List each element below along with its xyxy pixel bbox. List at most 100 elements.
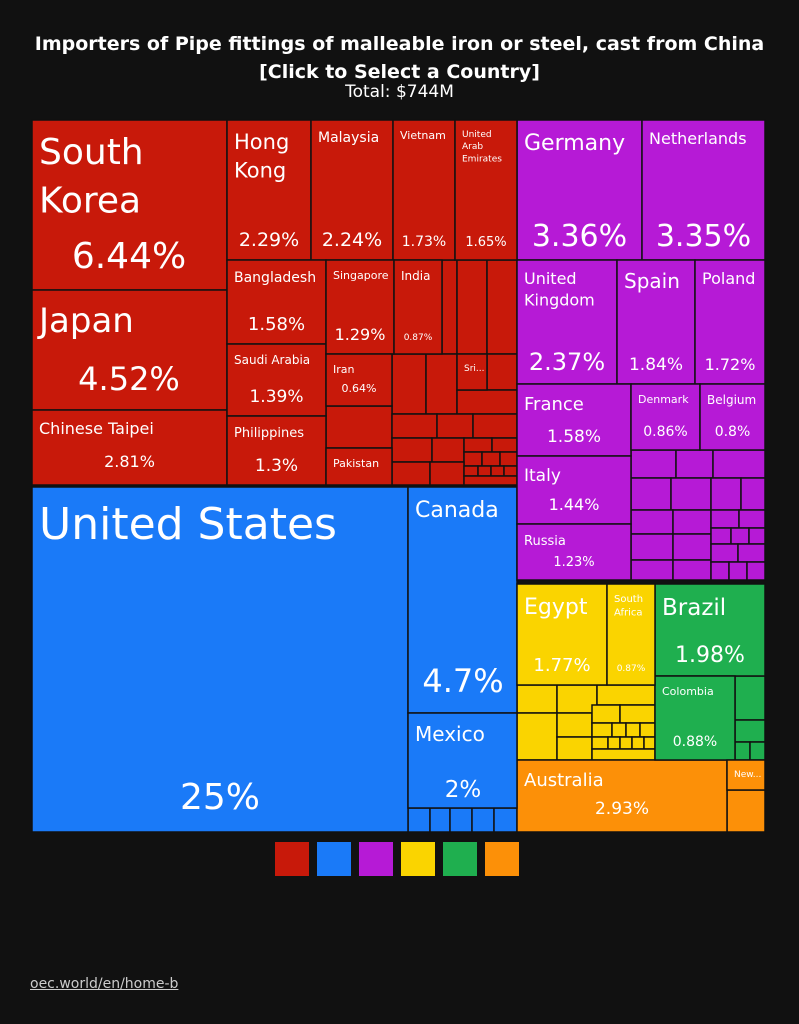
tile-netherlands[interactable]: Netherlands 3.35% — [641, 119, 766, 261]
tile-colombia[interactable]: Colombia 0.88% — [654, 675, 736, 761]
minor-country-tile[interactable] — [456, 389, 518, 415]
tile-pakistan[interactable]: Pakistan — [325, 447, 393, 486]
minor-country-tile[interactable] — [486, 353, 518, 391]
minor-country-tile[interactable] — [740, 477, 766, 511]
minor-country-tile[interactable] — [591, 704, 621, 724]
tile-malaysia[interactable]: Malaysia 2.24% — [310, 119, 394, 261]
tile-south-korea[interactable]: South Korea 6.44% — [31, 119, 228, 291]
minor-country-tile[interactable] — [472, 413, 518, 439]
tile-japan[interactable]: Japan 4.52% — [31, 289, 228, 411]
tile-rect-egypt[interactable] — [516, 583, 608, 686]
minor-country-tile[interactable] — [556, 736, 593, 761]
tile-denmark[interactable]: Denmark 0.86% — [630, 383, 701, 451]
tile-rect-japan[interactable] — [31, 289, 228, 411]
minor-country-tile[interactable] — [630, 559, 674, 581]
minor-country-tile[interactable] — [675, 449, 714, 479]
tile-rect-united-states[interactable] — [31, 486, 409, 833]
minor-country-tile[interactable] — [730, 527, 750, 545]
minor-country-tile[interactable] — [619, 736, 633, 750]
tile-rect-pakistan[interactable] — [325, 447, 393, 486]
tile-india[interactable]: India 0.87% — [393, 259, 443, 355]
minor-country-tile[interactable] — [631, 736, 645, 750]
tile-rect-united-kingdom[interactable] — [516, 259, 618, 385]
tile-bangladesh[interactable]: Bangladesh 1.58% — [226, 259, 327, 345]
tile-new[interactable]: New... — [726, 759, 766, 791]
minor-country-tile[interactable] — [611, 722, 627, 738]
legend-swatch-asia[interactable] — [275, 842, 309, 876]
tile-france[interactable]: France 1.58% — [516, 383, 632, 457]
tile-rect-vietnam[interactable] — [392, 119, 456, 261]
minor-country-tile[interactable] — [429, 461, 465, 486]
tile-singapore[interactable]: Singapore 1.29% — [325, 259, 395, 355]
minor-country-tile[interactable] — [712, 449, 766, 479]
tile-rect-italy[interactable] — [516, 455, 632, 525]
minor-country-tile[interactable] — [591, 736, 609, 750]
minor-country-tile[interactable] — [493, 807, 518, 833]
legend-swatch-north-america[interactable] — [317, 842, 351, 876]
minor-country-tile[interactable] — [503, 465, 518, 477]
tile-united-kingdom[interactable]: United Kingdom 2.37% — [516, 259, 618, 385]
minor-country-tile[interactable] — [391, 461, 431, 486]
tile-chinese-taipei[interactable]: Chinese Taipei 2.81% — [31, 409, 228, 486]
tile-rect-russia[interactable] — [516, 523, 632, 581]
minor-country-tile[interactable] — [710, 527, 732, 545]
minor-country-tile[interactable] — [391, 437, 433, 463]
minor-country-tile[interactable] — [630, 509, 674, 535]
minor-country-tile[interactable] — [672, 559, 712, 581]
minor-country-tile[interactable] — [391, 413, 438, 439]
tile-rect-france[interactable] — [516, 383, 632, 457]
minor-country-tile[interactable] — [429, 807, 451, 833]
tile-rect-bangladesh[interactable] — [226, 259, 327, 345]
minor-country-tile[interactable] — [738, 509, 766, 529]
tile-sri[interactable]: Sri... — [456, 353, 488, 391]
minor-country-tile[interactable] — [643, 736, 656, 750]
minor-country-tile[interactable] — [710, 509, 740, 529]
minor-country-tile[interactable] — [710, 477, 742, 511]
tile-philippines[interactable]: Philippines 1.3% — [226, 415, 327, 486]
tile-brazil[interactable]: Brazil 1.98% — [654, 583, 766, 677]
minor-country-tile[interactable] — [463, 475, 518, 486]
tile-australia[interactable]: Australia 2.93% — [516, 759, 728, 833]
minor-country-tile[interactable] — [431, 437, 465, 463]
minor-country-tile[interactable] — [734, 675, 766, 721]
tile-spain[interactable]: Spain 1.84% — [616, 259, 696, 385]
minor-country-tile[interactable] — [734, 719, 766, 743]
tile-rect-mexico[interactable] — [407, 712, 518, 809]
minor-country-tile[interactable] — [463, 451, 483, 467]
minor-country-tile[interactable] — [672, 509, 712, 535]
tile-rect-south-africa[interactable] — [606, 583, 656, 686]
tile-russia[interactable]: Russia 1.23% — [516, 523, 632, 581]
minor-country-tile[interactable] — [630, 533, 674, 561]
legend-swatch-south-america[interactable] — [443, 842, 477, 876]
minor-country-tile[interactable] — [670, 477, 712, 511]
minor-country-tile[interactable] — [726, 789, 766, 833]
tile-germany[interactable]: Germany 3.36% — [516, 119, 643, 261]
minor-country-tile[interactable] — [456, 259, 488, 355]
minor-country-tile[interactable] — [449, 807, 473, 833]
minor-country-tile[interactable] — [481, 451, 501, 467]
tile-iran[interactable]: Iran 0.64% — [325, 353, 393, 407]
tile-saudi-arabia[interactable]: Saudi Arabia 1.39% — [226, 343, 327, 417]
minor-country-tile[interactable] — [728, 561, 748, 581]
tile-rect-india[interactable] — [393, 259, 443, 355]
tile-rect-new[interactable] — [726, 759, 766, 791]
minor-country-tile[interactable] — [325, 405, 393, 449]
minor-country-tile[interactable] — [491, 437, 518, 453]
tile-poland[interactable]: Poland 1.72% — [694, 259, 766, 385]
minor-country-tile[interactable] — [516, 684, 558, 714]
tile-rect-netherlands[interactable] — [641, 119, 766, 261]
minor-country-tile[interactable] — [463, 437, 493, 453]
tile-rect-iran[interactable] — [325, 353, 393, 407]
tile-united-states[interactable]: United States 25% — [31, 486, 409, 833]
minor-country-tile[interactable] — [591, 748, 656, 761]
tile-rect-belgium[interactable] — [699, 383, 766, 451]
tile-canada[interactable]: Canada 4.7% — [407, 486, 518, 714]
minor-country-tile[interactable] — [630, 477, 672, 511]
tile-united-arab-emirates[interactable]: United Arab Emirates 1.65% — [454, 119, 518, 261]
minor-country-tile[interactable] — [471, 807, 495, 833]
minor-country-tile[interactable] — [486, 259, 518, 355]
minor-country-tile[interactable] — [749, 741, 766, 761]
minor-country-tile[interactable] — [639, 722, 656, 738]
legend-swatch-africa[interactable] — [401, 842, 435, 876]
tile-mexico[interactable]: Mexico 2% — [407, 712, 518, 809]
